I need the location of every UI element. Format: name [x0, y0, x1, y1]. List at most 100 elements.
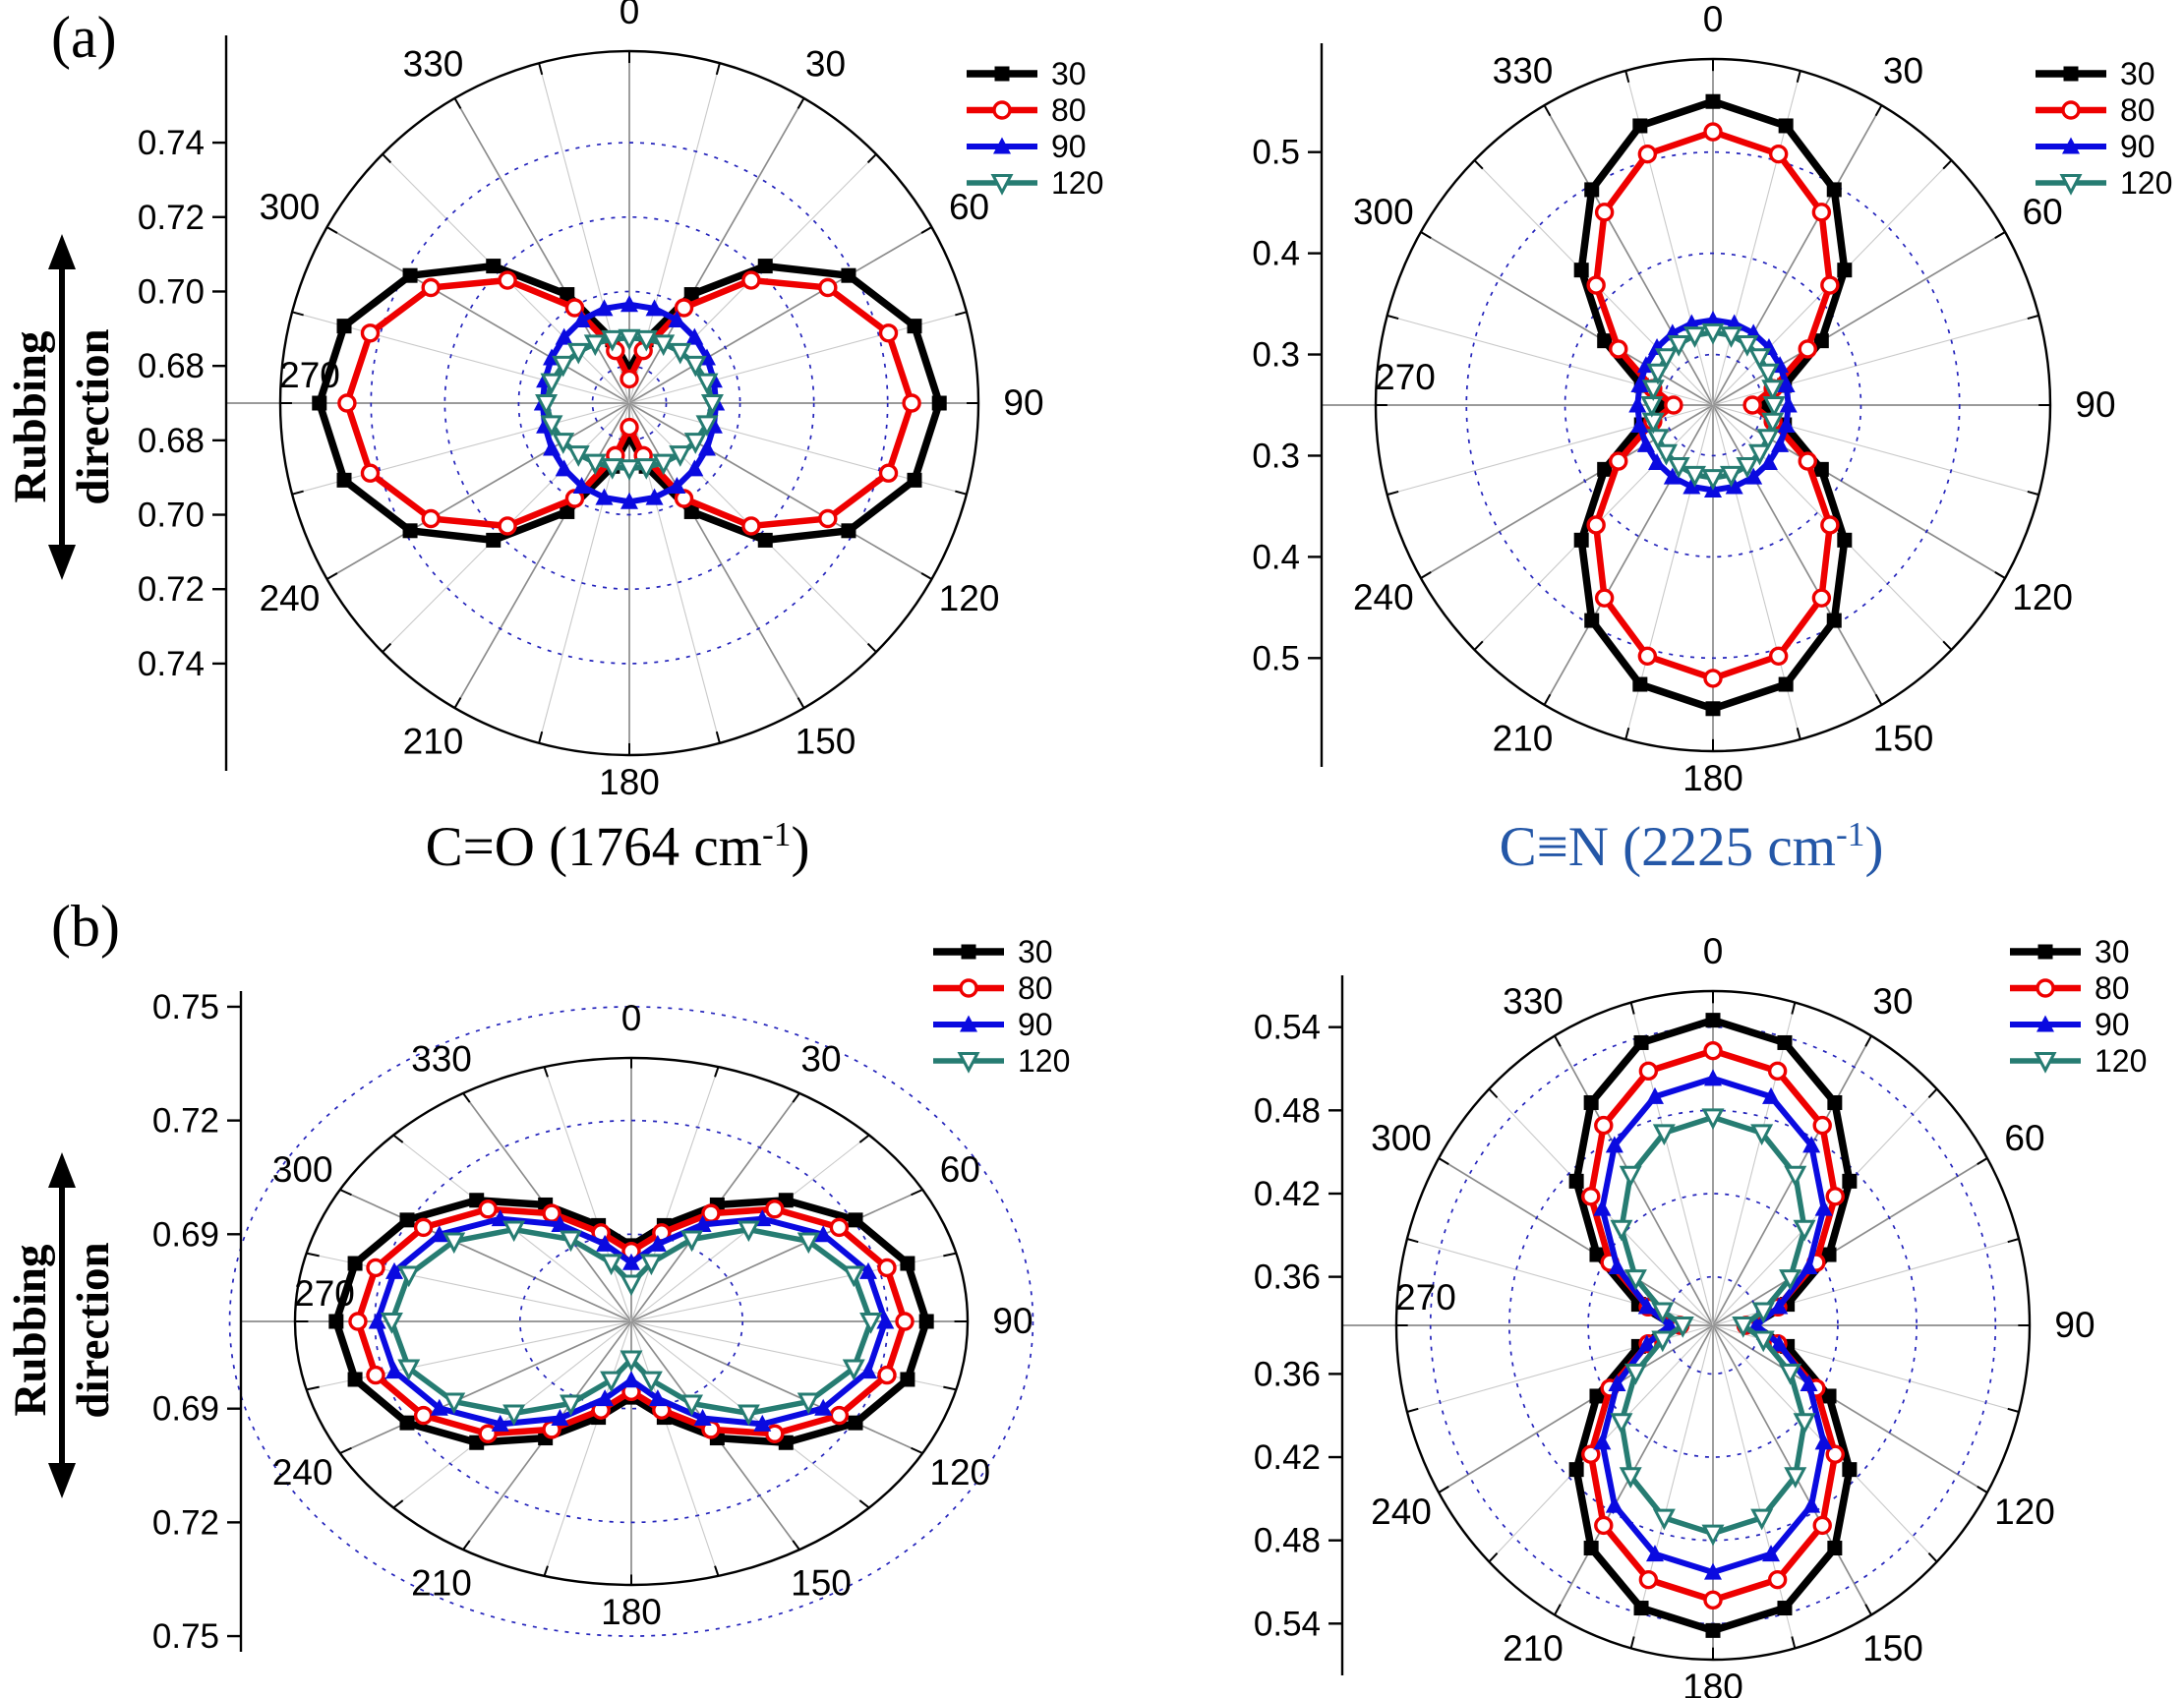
marker-square-icon [486, 532, 502, 548]
marker-triangle-up-icon [491, 1414, 509, 1432]
grid-spoke [628, 402, 932, 580]
marker-square-icon [1573, 532, 1589, 548]
marker-open-triangle-down-icon [1610, 1413, 1633, 1435]
rim-tick [1942, 159, 1953, 170]
rim-tick [920, 226, 932, 234]
marker-triangle-up-icon [693, 1409, 712, 1427]
rim-tick [2007, 1407, 2020, 1413]
series-80-co-a [337, 270, 921, 536]
rim-tick [339, 1446, 352, 1454]
marker-triangle-up-icon [620, 492, 638, 509]
series-120-co-b [380, 1220, 883, 1427]
marker-triangle-up-icon [993, 137, 1011, 154]
marker-triangle-up-icon [555, 459, 573, 477]
marker-triangle-up-icon [1779, 395, 1798, 413]
marker-square-icon [336, 319, 352, 334]
marker-open-triangle-down-icon [620, 1274, 643, 1297]
grid-spoke [1630, 1002, 1714, 1326]
angle-label-210: 210 [1493, 718, 1554, 758]
series-120-cn-a [1640, 322, 1786, 491]
marker-open-triangle-down-icon [2034, 1052, 2057, 1074]
marker-open-triangle-down-icon [842, 1359, 865, 1381]
marker-open-triangle-down-icon [652, 334, 676, 357]
rim-tick [382, 153, 392, 164]
rim-tick [538, 731, 544, 744]
marker-triangle-up-icon [1628, 395, 1647, 413]
rim-tick [306, 1252, 320, 1258]
marker-triangle-up-icon [668, 477, 686, 495]
marker-square-icon [1813, 333, 1829, 349]
angle-label-150: 150 [796, 722, 856, 762]
radial-tick-label: 0.5 [1252, 639, 1300, 677]
angle-label-0: 0 [1703, 0, 1724, 39]
rim-tick [1420, 231, 1432, 239]
marker-open-triangle-down-icon [859, 1313, 883, 1334]
radial-tick-label: 0.3 [1252, 336, 1300, 375]
series-90-co-b [368, 1209, 895, 1432]
marker-triangle-up-icon [543, 439, 561, 456]
marker-square-icon [907, 472, 922, 488]
marker-open-circle-icon [1767, 1061, 1788, 1082]
series-120-co-a [535, 328, 724, 481]
marker-triangle-up-icon [1802, 1136, 1821, 1153]
grid-ring-dashed [370, 142, 889, 665]
legend-label-30: 30 [2095, 934, 2130, 969]
marker-open-triangle-down-icon [1720, 326, 1743, 348]
rim-tick [1488, 1552, 1499, 1563]
marker-open-triangle-down-icon [1736, 456, 1759, 479]
grid-spoke [630, 1320, 923, 1454]
rim-tick [453, 97, 462, 109]
rim-tick [1796, 728, 1801, 740]
marker-open-triangle-down-icon [797, 1392, 820, 1415]
angle-label-60: 60 [940, 1149, 980, 1190]
marker-triangle-up-icon [595, 299, 614, 317]
marker-triangle-up-icon [1593, 1433, 1612, 1450]
marker-square-icon [683, 287, 699, 303]
marker-open-triangle-down-icon [1793, 1219, 1816, 1242]
series-80-co-b [348, 1200, 915, 1443]
marker-square-icon [1589, 1388, 1605, 1404]
marker-triangle-up-icon [1637, 1297, 1656, 1315]
angle-label-0: 0 [621, 998, 642, 1038]
grid-spoke [1712, 1324, 1796, 1649]
marker-open-triangle-down-icon [1784, 1467, 1807, 1489]
rim-tick [1387, 314, 1399, 321]
marker-open-triangle-down-icon [502, 1404, 526, 1427]
marker-open-circle-icon [1812, 1115, 1832, 1136]
angle-label-180: 180 [1682, 1667, 1743, 1698]
marker-square-icon [1584, 182, 1600, 198]
marker-open-circle-icon [1767, 1569, 1788, 1590]
angle-label-150: 150 [1862, 1628, 1923, 1669]
marker-triangle-up-icon [1762, 1086, 1781, 1104]
marker-open-triangle-down-icon [1610, 1219, 1633, 1242]
angle-label-300: 300 [260, 187, 321, 227]
legend-label-80: 80 [1051, 92, 1087, 128]
radial-tick-label: 0.3 [1252, 437, 1300, 475]
radial-tick-label: 0.36 [1254, 1355, 1321, 1393]
grid-spoke [628, 97, 805, 404]
marker-triangle-up-icon [1770, 1334, 1789, 1352]
marker-open-triangle-down-icon [1761, 380, 1785, 402]
angle-label-330: 330 [411, 1038, 472, 1079]
marker-open-circle-icon [366, 1365, 385, 1385]
angle-label-180: 180 [1682, 758, 1743, 798]
rim-tick [543, 1066, 549, 1078]
marker-open-triangle-down-icon [1736, 335, 1759, 357]
marker-triangle-up-icon [697, 439, 716, 456]
marker-square-icon [918, 1314, 934, 1329]
radial-tick-label: 0.68 [138, 422, 205, 460]
marker-open-triangle-down-icon [700, 394, 724, 416]
marker-square-icon [328, 1314, 344, 1329]
marker-open-circle-icon [1825, 1444, 1845, 1464]
marker-square-icon [1597, 461, 1613, 477]
marker-square-icon [848, 1212, 863, 1228]
rim-tick [911, 1446, 923, 1454]
angle-label-240: 240 [272, 1452, 333, 1493]
grid-ring-dashed [1587, 1193, 1839, 1458]
radial-tick-label: 0.54 [1254, 1605, 1321, 1643]
marker-open-circle-icon [902, 393, 921, 413]
rim-tick [392, 1499, 404, 1509]
marker-open-triangle-down-icon [1784, 1165, 1807, 1188]
